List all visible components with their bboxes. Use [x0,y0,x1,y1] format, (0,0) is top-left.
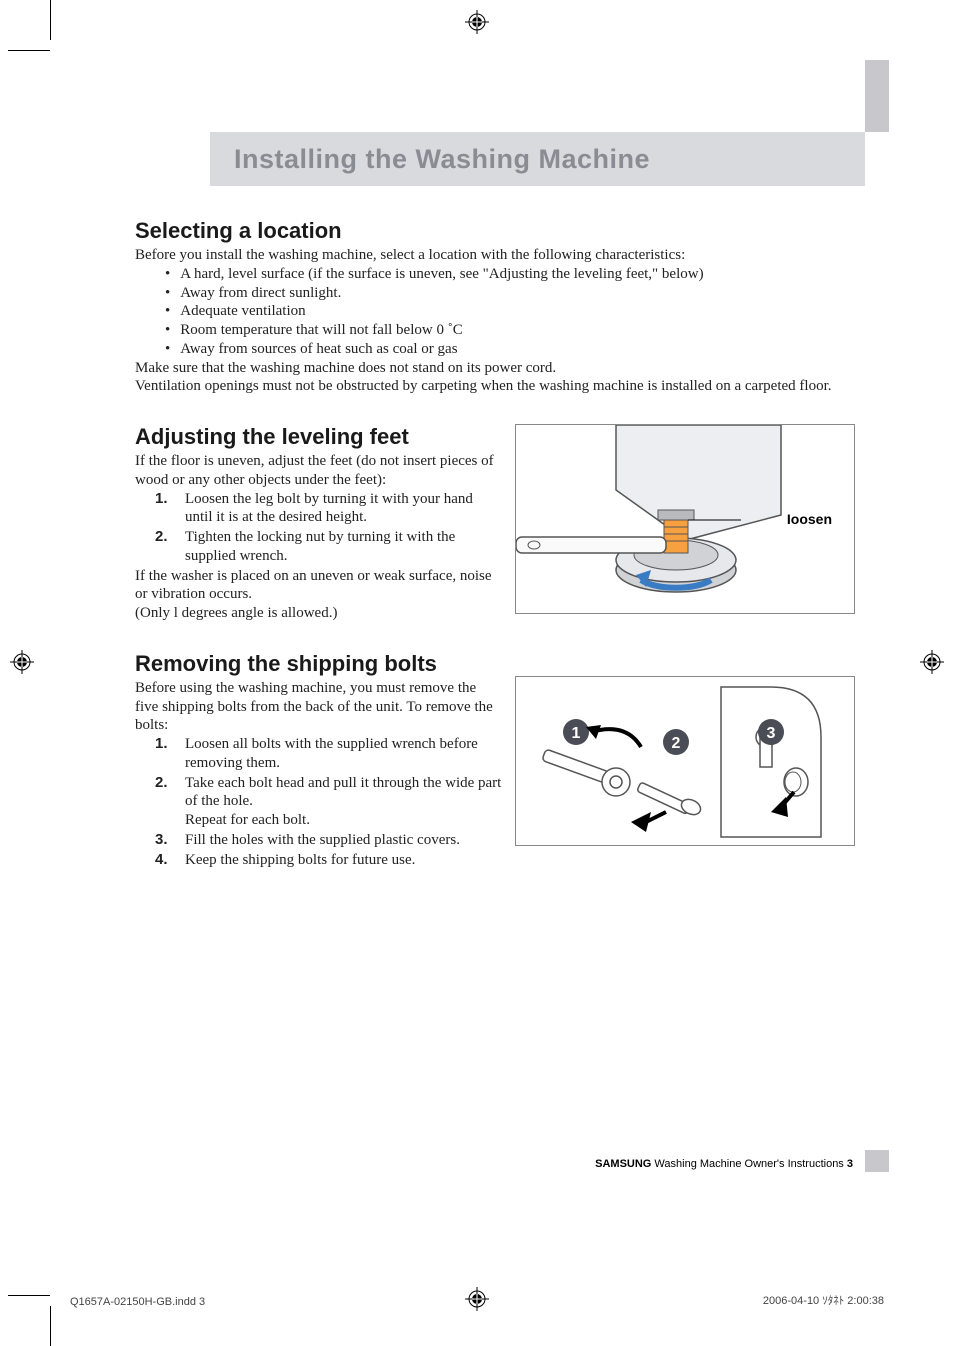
crop-mark [8,1295,50,1296]
step-text: Fill the holes with the supplied plastic… [185,832,460,848]
section-note: If the washer is placed on an uneven or … [135,567,503,605]
crop-mark [50,1306,51,1346]
step-text: Loosen the leg bolt by turning it with y… [185,491,473,526]
shipping-bolts-diagram-icon: 1 2 3 [516,677,856,847]
registration-mark-icon [465,10,489,34]
step-item: 2. Take each bolt head and pull it throug… [155,774,503,830]
footer-brand: SAMSUNG [595,1158,651,1170]
steps-list: 1. Loosen the leg bolt by turning it with… [135,490,503,566]
section-heading: Adjusting the leveling feet [135,424,503,450]
step-number: 2. [155,774,168,793]
figure-column: Ioosen [515,424,855,623]
step-number: 1. [155,490,168,509]
registration-mark-icon [920,650,944,674]
svg-text:2: 2 [672,735,681,752]
step-text: Tighten the locking nut by turning it wi… [185,529,455,564]
step-number: 2. [155,528,168,547]
figure-column: 1 2 3 [515,651,855,871]
figure-shipping-bolts: 1 2 3 [515,676,855,846]
section-shipping-bolts: Removing the shipping bolts Before using… [135,651,855,871]
list-item: Away from direct sunlight. [165,284,855,303]
section-text-column: Removing the shipping bolts Before using… [135,651,503,871]
registration-mark-icon [10,650,34,674]
step-item: 1. Loosen the leg bolt by turning it with… [155,490,503,528]
steps-list: 1. Loosen all bolts with the supplied wre… [135,735,503,869]
registration-mark-icon [465,1287,489,1311]
list-item: Away from sources of heat such as coal o… [165,340,855,359]
footer-text: Washing Machine Owner's Instructions [651,1158,847,1170]
section-intro: Before you install the washing machine, … [135,246,855,265]
main-content: Selecting a location Before you install … [135,218,855,898]
print-slug-file: Q1657A-02150H-GB.indd 3 [70,1296,205,1308]
page-title: Installing the Washing Machine [234,144,650,175]
step-number: 4. [155,851,168,870]
crop-mark [50,0,51,40]
step-item: 2. Tighten the locking nut by turning it … [155,528,503,566]
step-number: 3. [155,831,168,850]
page-footer: SAMSUNG Washing Machine Owner's Instruct… [595,1158,853,1170]
step-number: 1. [155,735,168,754]
section-text-column: Adjusting the leveling feet If the floor… [135,424,503,623]
list-item: A hard, level surface (if the surface is… [165,265,855,284]
accent-bar-bottom [865,1150,889,1172]
section-heading: Selecting a location [135,218,855,244]
section-leveling-feet: Adjusting the leveling feet If the floor… [135,424,855,623]
list-item: Room temperature that will not fall belo… [165,321,855,340]
step-text: Take each bolt head and pull it through … [185,775,501,829]
figure-label: Ioosen [787,511,832,527]
page-title-block: Installing the Washing Machine [210,132,865,186]
section-note: Make sure that the washing machine does … [135,359,855,378]
step-text: Loosen all bolts with the supplied wrenc… [185,736,478,771]
location-list: A hard, level surface (if the surface is… [135,265,855,359]
section-intro: If the floor is uneven, adjust the feet … [135,452,503,490]
step-item: 4. Keep the shipping bolts for future use… [155,851,503,870]
figure-leveling-feet: Ioosen [515,424,855,614]
section-note: Ventilation openings must not be obstruc… [135,377,855,396]
crop-mark [8,50,50,51]
section-selecting-location: Selecting a location Before you install … [135,218,855,396]
footer-page-number: 3 [847,1158,853,1170]
svg-text:3: 3 [767,725,776,742]
accent-bar-top [865,60,889,132]
step-text: Keep the shipping bolts for future use. [185,852,415,868]
page-content: Installing the Washing Machine Selecting… [65,60,889,1270]
svg-text:1: 1 [572,725,581,742]
section-intro: Before using the washing machine, you mu… [135,679,503,735]
list-item: Adequate ventilation [165,302,855,321]
print-slug-date: 2006-04-10 ｿﾀﾈﾄ 2:00:38 [763,1292,884,1308]
section-heading: Removing the shipping bolts [135,651,503,677]
section-note: (Only l degrees angle is allowed.) [135,604,503,623]
step-item: 3. Fill the holes with the supplied plast… [155,831,503,850]
step-item: 1. Loosen all bolts with the supplied wre… [155,735,503,773]
